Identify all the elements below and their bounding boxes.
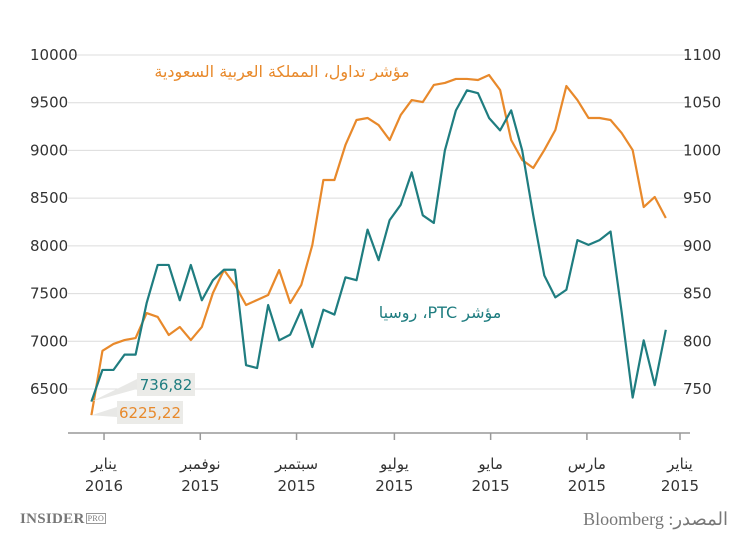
- y-right-tick-label: 800: [683, 332, 712, 350]
- insider-pro-logo: INSIDER PRO: [20, 511, 107, 528]
- y-left-tick-label: 7500: [30, 285, 68, 303]
- end-label-box: [117, 401, 183, 424]
- x-tick-month: سبتمبر: [274, 455, 318, 473]
- source-note: المصدر: Bloomberg: [583, 509, 728, 529]
- series-line-tadawul: [90, 73, 667, 416]
- y-left-tick-label: 8000: [30, 237, 68, 255]
- y-left-tick-label: 10000: [30, 46, 78, 64]
- x-tick-month: يناير: [666, 455, 693, 473]
- y-right-tick-label: 1050: [683, 94, 721, 112]
- x-tick-year: 2015: [181, 477, 219, 495]
- y-left-tick-label: 8500: [30, 189, 68, 207]
- x-tick-month: مايو: [477, 455, 503, 473]
- x-tick-year: 2015: [472, 477, 510, 495]
- y-right-tick-label: 950: [683, 189, 712, 207]
- logo-sub: PRO: [85, 513, 107, 524]
- y-left-tick-label: 6500: [30, 380, 68, 398]
- x-tick-month: يناير: [90, 455, 117, 473]
- y-right-tick-label: 1100: [683, 46, 721, 64]
- x-tick-month: مارس: [568, 455, 606, 473]
- series-label-tadawul: مؤشر تداول، المملكة العربية السعودية: [154, 62, 409, 82]
- end-label-tadawul: 6225,22: [119, 404, 181, 422]
- x-tick-year: 2015: [568, 477, 606, 495]
- y-right-tick-label: 1000: [683, 141, 721, 159]
- y-left-tick-label: 9500: [30, 94, 68, 112]
- y-right-tick-label: 900: [683, 237, 712, 255]
- x-tick-year: 2015: [375, 477, 413, 495]
- y-left-tick-label: 7000: [30, 332, 68, 350]
- logo-main: INSIDER: [20, 511, 85, 527]
- end-label-box: [137, 373, 195, 396]
- end-label-rts: 736,82: [140, 376, 193, 394]
- end-label-leader: [91, 407, 117, 417]
- series-label-rts: مؤشر PTC، روسيا: [379, 303, 502, 323]
- x-tick-year: 2015: [661, 477, 699, 495]
- x-tick-year: 2016: [85, 477, 123, 495]
- y-right-tick-label: 850: [683, 285, 712, 303]
- x-tick-month: يوليو: [379, 455, 409, 473]
- y-left-tick-label: 9000: [30, 141, 68, 159]
- end-label-leader: [91, 379, 137, 402]
- x-tick-month: نوفمبر: [179, 455, 221, 473]
- x-tick-year: 2015: [277, 477, 315, 495]
- y-right-tick-label: 750: [683, 380, 712, 398]
